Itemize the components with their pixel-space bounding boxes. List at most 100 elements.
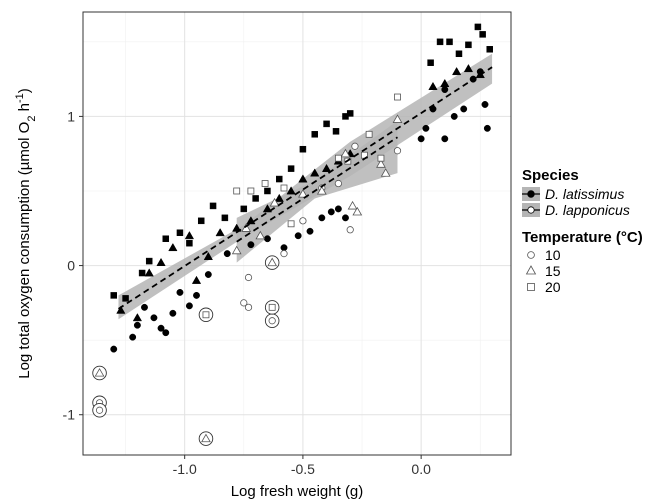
- point-triangle: [463, 63, 474, 73]
- point-triangle: [231, 245, 242, 255]
- y-tick-label: 1: [67, 108, 75, 124]
- point-circle: [306, 227, 314, 235]
- y-axis-label-superscript: -1: [14, 93, 26, 103]
- point-triangle: [94, 367, 105, 377]
- point-square: [176, 229, 184, 237]
- point-square: [465, 41, 472, 49]
- point-circle: [483, 124, 491, 132]
- point-triangle: [286, 186, 296, 195]
- legend-triangle-icon: [525, 265, 537, 275]
- point-square: [209, 202, 217, 210]
- fit-lines: [117, 66, 493, 310]
- point-triangle: [316, 185, 327, 195]
- point-square: [365, 130, 373, 138]
- point-circle: [441, 86, 449, 94]
- point-circle: [481, 101, 489, 108]
- point-circle: [223, 250, 231, 258]
- point-triangle: [380, 168, 391, 177]
- x-tick-label: -1.0: [173, 461, 197, 477]
- point-square: [446, 38, 453, 46]
- legend-item-temp-10: 10: [527, 247, 561, 263]
- point-square: [479, 31, 486, 38]
- point-triangle: [132, 313, 143, 322]
- point-square: [145, 257, 153, 265]
- legend-label-temp-20: 20: [545, 279, 561, 295]
- point-circle: [193, 291, 200, 299]
- point-square: [261, 180, 269, 187]
- point-circle: [133, 321, 141, 329]
- point-triangle: [310, 168, 320, 177]
- point-square: [377, 154, 385, 162]
- point-circle: [280, 244, 288, 252]
- point-circle: [244, 303, 253, 311]
- point-square: [287, 165, 295, 172]
- point-triangle: [428, 81, 438, 90]
- point-square: [346, 110, 354, 117]
- point-square: [332, 128, 340, 135]
- legend-open-circle-icon: [527, 206, 535, 214]
- point-triangle: [376, 159, 386, 168]
- confidence-band: [236, 120, 398, 263]
- point-square: [474, 23, 482, 31]
- y-axis-label-unit: h: [16, 103, 33, 116]
- legend-label-lapponicus: D. lapponicus: [545, 202, 630, 218]
- point-square: [264, 187, 271, 195]
- point-circle: [422, 124, 430, 132]
- y-axis-ticks: -1 0 1: [63, 108, 83, 423]
- point-triangle: [168, 242, 178, 252]
- legend-label-temp-15: 15: [545, 263, 561, 279]
- point-triangle: [184, 231, 195, 240]
- point-circle: [342, 214, 349, 222]
- y-axis-label: Log total oxygen consumption (µmol O2 h-…: [14, 88, 38, 379]
- point-square: [436, 38, 444, 46]
- point-circle: [351, 142, 359, 150]
- y-axis-label-subscript: 2: [26, 116, 38, 122]
- point-circle: [247, 241, 255, 249]
- point-square: [122, 295, 129, 302]
- point-triangle: [144, 268, 154, 277]
- point-circle: [176, 288, 184, 296]
- x-tick-label: -0.5: [291, 461, 315, 477]
- point-triangle: [352, 206, 363, 216]
- point-triangle: [274, 193, 284, 202]
- point-square: [486, 46, 493, 53]
- point-circle: [157, 324, 165, 332]
- legend-item-temp-20: 20: [527, 279, 561, 295]
- point-square: [197, 217, 205, 225]
- point-triangle: [451, 66, 462, 76]
- point-square: [334, 154, 342, 162]
- legend-label-temp-10: 10: [545, 247, 561, 263]
- legend-item-temp-15: 15: [525, 263, 561, 279]
- point-square: [299, 145, 307, 153]
- point-square: [252, 195, 259, 202]
- point-square: [138, 269, 146, 277]
- point-circle: [110, 345, 118, 353]
- point-square: [323, 120, 330, 128]
- point-triangle: [298, 188, 308, 198]
- point-circle: [204, 271, 212, 278]
- point-square: [280, 184, 288, 192]
- point-triangle: [241, 223, 252, 232]
- plot-panel: [82, 11, 512, 456]
- point-circle: [263, 235, 271, 243]
- point-circle: [299, 217, 307, 225]
- point-circle: [346, 226, 354, 234]
- point-circle: [244, 273, 253, 282]
- point-triangle: [116, 305, 126, 314]
- legend-item-latissimus: D. latissimus: [522, 186, 624, 202]
- legend-species-title: Species: [522, 167, 579, 184]
- legend: Species D. latissimus D. lapponicus Temp…: [522, 167, 643, 295]
- point-triangle: [191, 275, 202, 284]
- point-circle: [150, 314, 158, 322]
- y-axis-label-main: Log total oxygen consumption (µmol O: [16, 122, 33, 379]
- point-square: [202, 311, 210, 319]
- point-square: [233, 187, 241, 195]
- point-circle: [450, 112, 458, 120]
- point-triangle: [392, 114, 403, 123]
- plot-panel-border: [82, 11, 512, 456]
- x-tick-label: 0.0: [411, 461, 431, 477]
- point-square: [162, 235, 170, 242]
- point-triangle: [440, 78, 450, 87]
- x-axis-label: Log fresh weight (g): [231, 483, 364, 500]
- point-circle: [327, 208, 335, 216]
